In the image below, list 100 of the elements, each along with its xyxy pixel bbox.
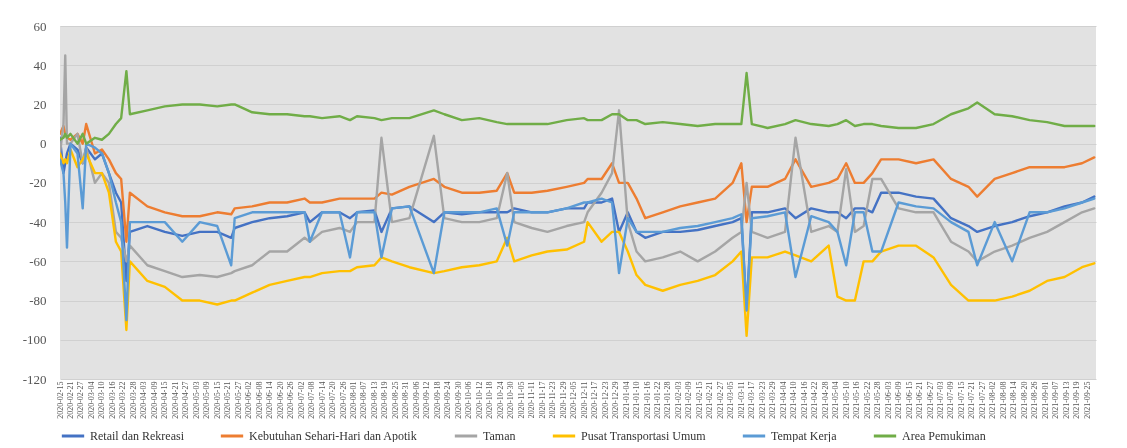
- x-tick-label: 2021-04-10: [789, 381, 799, 419]
- x-tick-label: 2020-08-13: [369, 381, 379, 419]
- x-tick-label: 2021-04-28: [820, 381, 830, 419]
- x-tick-label: 2020-03-28: [128, 381, 138, 419]
- y-tick-label: -40: [29, 214, 47, 230]
- x-tick-label: 2021-07-09: [946, 381, 956, 419]
- x-tick-label: 2020-07-26: [338, 381, 348, 419]
- y-tick-label: -100: [22, 332, 47, 348]
- x-tick-label: 2021-02-15: [694, 381, 704, 419]
- x-tick-label: 2021-04-22: [810, 381, 820, 419]
- x-tick-label: 2020-04-27: [181, 381, 191, 419]
- x-tick-label: 2020-10-24: [495, 381, 505, 419]
- x-tick-label: 2020-11-23: [548, 381, 558, 419]
- x-tick-label: 2020-06-08: [254, 381, 264, 419]
- x-tick-label: 2021-05-16: [852, 381, 862, 419]
- x-tick-label: 2020-07-02: [296, 381, 306, 419]
- x-tick-label: 2020-12-23: [600, 381, 610, 419]
- x-tick-label: 2020-05-21: [223, 381, 233, 419]
- x-tick-label: 2021-04-16: [799, 381, 809, 419]
- x-tick-label: 2020-03-22: [118, 381, 128, 419]
- x-tick-label: 2020-12-29: [611, 381, 621, 419]
- y-tick-label: 20: [33, 96, 47, 112]
- x-tick-label: 2020-05-03: [191, 381, 201, 419]
- x-tick-label: 2020-09-18: [432, 381, 442, 419]
- x-tick-label: 2020-12-17: [590, 381, 600, 419]
- x-tick-label: 2020-03-16: [107, 381, 117, 419]
- x-tick-label: 2020-08-01: [349, 381, 358, 419]
- x-tick-label: 2020-10-18: [485, 381, 495, 419]
- legend-label: Retail dan Rekreasi: [90, 429, 185, 443]
- x-tick-label: 2021-05-28: [873, 381, 883, 419]
- x-tick-label: 2020-07-20: [328, 381, 338, 419]
- x-tick-label: 2020-05-15: [212, 381, 222, 419]
- y-tick-label: -20: [29, 175, 47, 191]
- x-tick-label: 2021-06-03: [883, 381, 893, 419]
- x-tick-label: 2021-05-22: [862, 381, 872, 419]
- x-tick-label: 2021-09-01: [1040, 381, 1050, 419]
- line-series: [60, 54, 1096, 279]
- legend-label: Area Pemukiman: [902, 429, 986, 443]
- x-tick-label: 2020-09-06: [411, 381, 421, 419]
- x-tick-label: 2021-01-10: [632, 381, 642, 419]
- x-tick-label: 2020-05-09: [202, 381, 212, 419]
- x-tick-label: 2020-02-27: [76, 381, 86, 419]
- x-tick-label: 2021-02-09: [684, 381, 694, 419]
- x-tick-label: 2021-07-27: [977, 381, 987, 419]
- x-tick-label: 2020-04-21: [170, 381, 180, 419]
- x-tick-label: 2020-06-14: [265, 381, 275, 419]
- x-tick-label: 2020-07-14: [317, 381, 327, 419]
- y-tick-label: 40: [33, 57, 47, 73]
- x-tick-label: 2020-10-12: [474, 381, 484, 419]
- x-tick-label: 2020-08-07: [359, 381, 369, 419]
- y-tick-label: -80: [29, 293, 47, 309]
- x-tick-label: 2021-01-28: [663, 381, 673, 419]
- y-tick-label: 60: [33, 18, 47, 34]
- x-tick-label: 2020-04-03: [139, 381, 149, 419]
- x-tick-label: 2020-06-02: [244, 381, 254, 419]
- legend-label: Pusat Transportasi Umum: [581, 429, 707, 443]
- x-tick-label: 2021-06-15: [904, 381, 914, 419]
- x-tick-label: 2020-11-05: [516, 381, 526, 419]
- x-tick-label: 2021-03-17: [747, 381, 757, 419]
- x-tick-label: 2021-09-13: [1061, 381, 1071, 419]
- x-tick-label: 2021-03-29: [768, 381, 778, 419]
- x-tick-label: 2021-07-03: [936, 381, 946, 419]
- legend-label: Kebutuhan Sehari-Hari dan Apotik: [249, 429, 417, 443]
- x-tick-label: 2021-03-11: [736, 381, 746, 419]
- x-tick-label: 2021-02-21: [705, 381, 715, 419]
- x-tick-label: 2020-04-09: [149, 381, 159, 419]
- x-tick-label: 2020-11-11: [527, 381, 537, 419]
- x-tick-label: 2020-02-21: [65, 381, 75, 419]
- x-tick-label: 2020-11-29: [558, 381, 568, 419]
- line-series: [60, 69, 1096, 145]
- x-tick-label: 2020-10-30: [506, 381, 516, 419]
- x-tick-label: 2021-08-14: [1009, 381, 1019, 419]
- x-tick-label: 2021-09-25: [1082, 381, 1092, 419]
- x-tick-label: 2020-10-06: [464, 381, 474, 419]
- x-tick-label: 2020-05-27: [233, 381, 243, 419]
- legend-label: Tempat Kerja: [771, 429, 838, 443]
- y-tick-label: -60: [29, 253, 47, 269]
- x-tick-label: 2021-09-19: [1072, 381, 1082, 419]
- x-tick-label: 2021-09-07: [1051, 381, 1061, 419]
- x-tick-label: 2020-06-20: [275, 381, 285, 419]
- x-tick-label: 2020-08-19: [380, 381, 390, 419]
- x-tick-label: 2021-06-21: [915, 381, 925, 419]
- x-tick-label: 2021-05-04: [831, 381, 841, 419]
- x-tick-label: 2020-03-04: [86, 381, 96, 419]
- x-tick-label: 2021-08-08: [998, 381, 1008, 419]
- x-tick-label: 2020-12-05: [569, 381, 579, 419]
- x-tick-label: 2020-12-11: [579, 381, 589, 419]
- x-tick-label: 2021-03-23: [757, 381, 767, 419]
- x-tick-label: 2020-08-25: [390, 381, 400, 419]
- x-tick-label: 2021-02-03: [673, 381, 683, 419]
- y-tick-label: -120: [22, 371, 47, 387]
- x-tick-label: 2021-03-05: [726, 381, 736, 419]
- x-tick-label: 2020-09-30: [453, 381, 463, 419]
- x-tick-label: 2021-04-04: [778, 381, 788, 419]
- x-tick-label: 2021-01-16: [642, 381, 652, 419]
- x-tick-label: 2021-08-20: [1019, 381, 1029, 419]
- line-series: [60, 122, 1096, 243]
- legend-label: Taman: [483, 429, 516, 443]
- x-tick-label: 2020-02-15: [55, 381, 65, 419]
- x-tick-label: 2020-06-26: [286, 381, 296, 419]
